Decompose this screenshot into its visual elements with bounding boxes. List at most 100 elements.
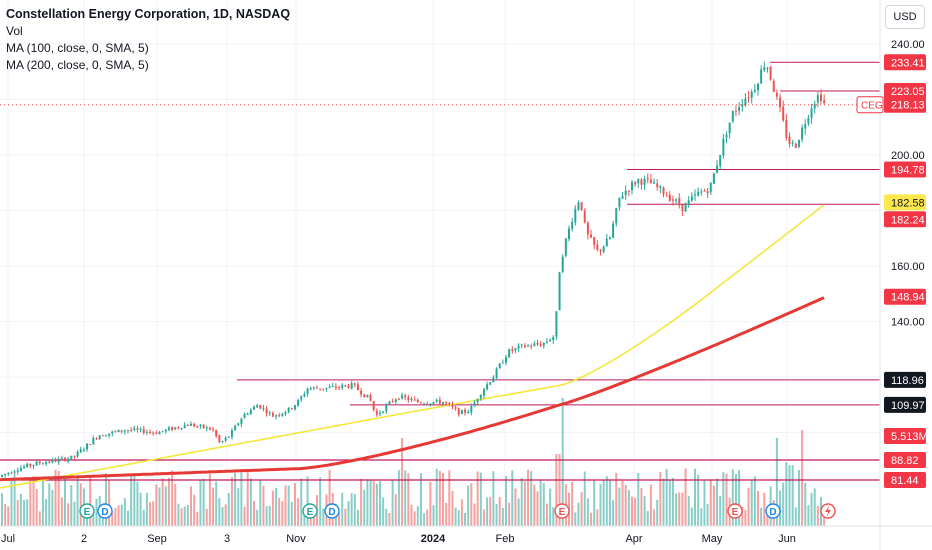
volume-bar [208, 473, 211, 526]
candle-body [136, 428, 139, 430]
price-label-bg [884, 371, 926, 388]
indicator-ma100[interactable]: MA (100, close, 0, SMA, 5) [6, 41, 149, 55]
candle [303, 391, 306, 398]
moving-averages [0, 204, 825, 489]
event-marker[interactable]: E [79, 503, 95, 519]
candle-body [464, 409, 467, 413]
candle-body [249, 409, 252, 415]
x-tick-label: 3 [224, 533, 230, 545]
candle-body [199, 424, 202, 426]
candle [410, 396, 413, 402]
candle [791, 139, 794, 147]
volume-bar [489, 497, 492, 526]
candle-body [265, 408, 268, 414]
candle [728, 122, 731, 139]
candle [73, 455, 76, 460]
candle-body [467, 412, 470, 414]
price-label: 233.41 [891, 57, 925, 69]
candle [772, 78, 775, 93]
volume-bar [432, 505, 435, 526]
price-axis[interactable]: 240.00200.00160.00140.00100.00233.41223.… [856, 0, 928, 550]
candle [426, 401, 429, 405]
volume-bar [394, 494, 397, 526]
candle-body [627, 190, 630, 192]
candle [51, 458, 54, 464]
candle [278, 412, 281, 418]
event-marker[interactable]: D [97, 503, 113, 519]
candle-body [57, 458, 60, 463]
candle-body [807, 118, 810, 124]
volume-bar [271, 490, 274, 526]
candle [139, 426, 142, 433]
candle [379, 410, 381, 417]
volume-bar [571, 481, 574, 526]
currency-button[interactable]: USD [885, 5, 925, 29]
volume-bar [328, 469, 331, 526]
volume-bar [716, 478, 719, 526]
volume-bar [501, 507, 504, 526]
volume-bar [221, 507, 224, 526]
horizontal-levels [0, 61, 880, 481]
event-marker[interactable]: E [302, 503, 318, 519]
volume-bar [649, 484, 652, 526]
indicator-vol[interactable]: Vol [6, 24, 23, 38]
candle [413, 396, 416, 401]
candle [101, 434, 104, 437]
event-marker[interactable]: D [765, 503, 781, 519]
event-label: E [732, 507, 739, 518]
candle [684, 202, 687, 212]
volume-bar [782, 482, 785, 526]
volume-bar [57, 470, 60, 526]
candle [190, 421, 192, 427]
event-marker[interactable]: E [554, 503, 570, 519]
volume-bar [797, 470, 800, 526]
volume-bar [177, 503, 180, 526]
candle-body [86, 443, 89, 450]
time-axis[interactable]: Jul 2 Sep 3 Nov 2024 Feb Apr May Jun [0, 525, 932, 545]
candle [13, 469, 16, 475]
candle [41, 462, 44, 465]
candle [785, 113, 788, 141]
candle-body [816, 95, 819, 103]
candle [152, 431, 155, 436]
event-marker[interactable]: E [727, 503, 743, 519]
candle-body [583, 210, 586, 223]
event-marker[interactable] [820, 503, 836, 519]
candle-body [366, 394, 369, 398]
candle [501, 359, 504, 364]
volume-bar [401, 438, 404, 526]
candle-body [196, 426, 199, 428]
candle-body [29, 463, 32, 466]
indicator-ma200[interactable]: MA (200, close, 0, SMA, 5) [6, 58, 149, 72]
candle [725, 131, 728, 144]
candle [766, 66, 769, 73]
candle-body [212, 429, 215, 431]
event-marker[interactable]: D [324, 503, 340, 519]
candle-body [615, 208, 618, 224]
candle [457, 407, 460, 417]
candle-body [495, 368, 498, 378]
candle-body [476, 398, 479, 403]
volume-bar [615, 472, 618, 526]
candle [552, 335, 555, 344]
candle [174, 427, 177, 430]
volume-bar [104, 473, 107, 526]
candle-body [470, 406, 473, 413]
volume-bar [612, 500, 615, 526]
candle-body [586, 222, 589, 235]
candle-body [599, 249, 602, 252]
candle-body [344, 385, 347, 387]
candle-body [426, 403, 429, 405]
volume-bar [45, 499, 48, 526]
volume-bar [643, 495, 646, 526]
volume-bar [561, 398, 564, 526]
volume-bar [593, 480, 596, 526]
candle-body [454, 407, 457, 409]
candle [542, 342, 545, 349]
x-tick-label: Nov [286, 533, 306, 545]
volume-bar [190, 486, 192, 526]
candle-body [590, 234, 593, 238]
volume-bar [16, 500, 19, 526]
